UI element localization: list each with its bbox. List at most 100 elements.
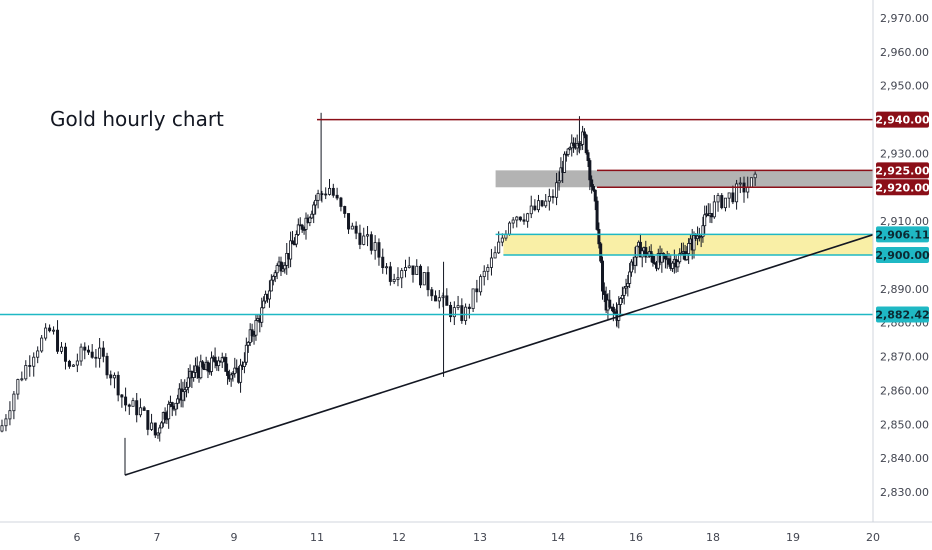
candle-up: [515, 216, 519, 221]
candle-down: [347, 213, 351, 230]
candle-down: [533, 205, 537, 211]
y-tick-label: 2,860.00: [880, 384, 929, 397]
candle-down: [608, 299, 612, 308]
candle-up: [735, 183, 739, 203]
x-tick-label: 11: [310, 531, 324, 544]
candle-down: [279, 261, 283, 272]
y-tick-label: 2,950.00: [880, 80, 929, 93]
candle-up: [60, 346, 64, 352]
candle-down: [593, 189, 597, 202]
candle-down: [213, 356, 217, 363]
candle-down: [649, 251, 653, 257]
candle-up: [526, 213, 530, 222]
y-tick-label: 2,840.00: [880, 452, 929, 465]
candle-up: [493, 252, 497, 259]
candle-up: [304, 217, 308, 230]
trendline[interactable]: [124, 233, 874, 476]
candle-up: [452, 307, 456, 318]
candle-down: [710, 213, 714, 218]
candle-down: [163, 412, 167, 420]
candle-down: [324, 193, 328, 196]
candle-up: [181, 391, 185, 401]
candle-down: [86, 349, 90, 353]
candle-up: [482, 270, 486, 278]
candle-down: [720, 195, 724, 209]
chart-title: Gold hourly chart: [50, 107, 224, 131]
candle-down: [445, 295, 449, 306]
candle-up: [312, 204, 316, 215]
candle-up: [262, 300, 266, 309]
resistance-zone: [495, 170, 873, 188]
y-tick-label: 2,970.00: [880, 12, 929, 25]
candle-up: [699, 236, 703, 239]
candle-up: [620, 294, 624, 299]
candle-up: [749, 177, 753, 188]
candle-up: [210, 357, 214, 372]
candle-up: [640, 250, 644, 258]
candle-up: [79, 346, 83, 362]
candle-down: [226, 370, 230, 376]
candle-up: [366, 234, 370, 237]
candle-down: [540, 200, 544, 207]
candle-up: [536, 200, 540, 211]
candle-up: [362, 235, 366, 245]
candle-up: [479, 276, 483, 293]
candle-down: [302, 228, 306, 231]
candle-up: [679, 252, 683, 255]
candle-up: [422, 272, 426, 286]
candle-up: [229, 374, 233, 380]
candle-down: [170, 402, 174, 407]
candle-up: [112, 374, 116, 379]
candle-up: [486, 267, 490, 272]
candle-up: [701, 225, 705, 238]
candle-down: [551, 196, 555, 198]
candle-down: [201, 361, 205, 368]
candle-down: [83, 346, 87, 351]
candle-down: [381, 256, 385, 269]
candle-up: [671, 262, 675, 269]
candle-up: [678, 253, 682, 263]
candle-down: [667, 258, 671, 265]
candle-down: [522, 219, 526, 222]
price-tag: [876, 247, 929, 263]
price-axis-background: [873, 0, 932, 550]
x-tick-label: 12: [392, 531, 406, 544]
candle-up: [489, 257, 493, 268]
candle-down: [116, 374, 120, 396]
candle-down: [611, 306, 615, 313]
candle-up: [727, 192, 731, 199]
candle-up: [385, 266, 389, 269]
candle-up: [712, 201, 716, 218]
time-axis[interactable]: 6 7 9 11 12 13 14 16 18 19 20: [74, 531, 881, 544]
candle-down: [331, 187, 335, 196]
price-axis[interactable]: 2,830.00 2,840.00 2,850.00 2,860.00 2,870.00…: [880, 12, 929, 499]
candle-down: [584, 134, 588, 154]
candle-up: [167, 403, 171, 420]
candle-down: [300, 224, 304, 230]
candle-up: [316, 193, 320, 201]
candle-up: [271, 276, 275, 281]
candle-down: [588, 160, 592, 181]
candle-down: [518, 216, 522, 221]
price-tag-label: 2,925.00: [875, 164, 930, 177]
price-tags-layer: 2,940.00 2,925.00 2,920.00 2,906.11 2,900.00…: [875, 111, 930, 323]
candle-down: [572, 142, 576, 146]
candle-down: [105, 355, 109, 376]
candle-up: [396, 277, 400, 280]
candle-up: [40, 337, 44, 352]
candle-down: [586, 152, 590, 161]
candle-down: [602, 290, 606, 295]
candle-up: [252, 334, 256, 337]
candle-up: [563, 153, 567, 173]
trend-layer: [124, 233, 874, 476]
candle-down: [101, 347, 105, 357]
candle-up: [98, 347, 102, 359]
candle-up: [723, 197, 727, 209]
candle-down: [339, 197, 343, 207]
candle-up: [12, 393, 16, 412]
candle-up: [174, 402, 178, 410]
candle-up: [508, 222, 512, 235]
candle-up: [373, 242, 377, 251]
candle-up: [685, 253, 689, 261]
